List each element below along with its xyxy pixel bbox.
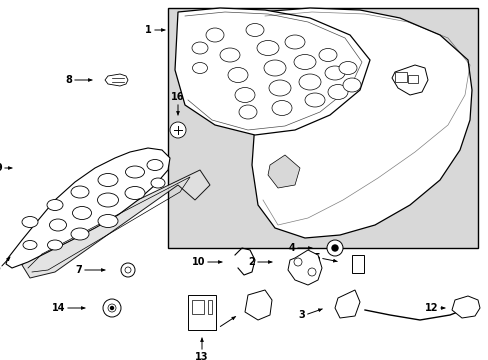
Ellipse shape bbox=[305, 93, 325, 107]
Polygon shape bbox=[251, 8, 471, 238]
Circle shape bbox=[121, 263, 135, 277]
Ellipse shape bbox=[271, 100, 291, 116]
Text: 9: 9 bbox=[0, 163, 2, 173]
Bar bbox=[187, 295, 216, 330]
Ellipse shape bbox=[264, 60, 285, 76]
Ellipse shape bbox=[239, 105, 257, 119]
Polygon shape bbox=[175, 8, 369, 135]
Polygon shape bbox=[105, 74, 128, 86]
Text: 11: 11 bbox=[204, 323, 218, 333]
Ellipse shape bbox=[97, 193, 118, 207]
Text: 13: 13 bbox=[195, 352, 208, 360]
Ellipse shape bbox=[257, 40, 279, 55]
Circle shape bbox=[110, 306, 113, 310]
Ellipse shape bbox=[125, 166, 144, 178]
Polygon shape bbox=[451, 296, 479, 318]
Ellipse shape bbox=[98, 174, 118, 186]
Ellipse shape bbox=[23, 240, 37, 249]
Ellipse shape bbox=[151, 178, 164, 188]
Text: 2: 2 bbox=[248, 257, 254, 267]
Ellipse shape bbox=[227, 68, 247, 82]
Bar bbox=[394, 72, 406, 82]
Ellipse shape bbox=[285, 35, 305, 49]
Text: 4: 4 bbox=[287, 243, 294, 253]
Ellipse shape bbox=[49, 219, 66, 231]
Polygon shape bbox=[6, 148, 170, 268]
Text: 15: 15 bbox=[354, 75, 367, 85]
Ellipse shape bbox=[192, 42, 207, 54]
Ellipse shape bbox=[47, 199, 63, 211]
Polygon shape bbox=[391, 65, 427, 95]
Circle shape bbox=[307, 268, 315, 276]
Circle shape bbox=[293, 258, 302, 266]
Text: 3: 3 bbox=[298, 310, 305, 320]
Text: 7: 7 bbox=[75, 265, 82, 275]
Ellipse shape bbox=[220, 48, 240, 62]
Bar bbox=[168, 8, 477, 248]
Text: 10: 10 bbox=[191, 257, 204, 267]
Polygon shape bbox=[267, 155, 299, 188]
Circle shape bbox=[331, 245, 337, 251]
Text: 12: 12 bbox=[424, 303, 437, 313]
Bar bbox=[192, 300, 203, 314]
Ellipse shape bbox=[47, 240, 62, 250]
Ellipse shape bbox=[293, 54, 315, 69]
Bar bbox=[207, 300, 212, 314]
Ellipse shape bbox=[71, 186, 89, 198]
Ellipse shape bbox=[318, 49, 336, 62]
Polygon shape bbox=[244, 290, 271, 320]
Text: 1: 1 bbox=[145, 25, 152, 35]
Polygon shape bbox=[287, 250, 321, 285]
Ellipse shape bbox=[325, 66, 345, 80]
Text: 14: 14 bbox=[51, 303, 65, 313]
Ellipse shape bbox=[342, 78, 360, 92]
Circle shape bbox=[170, 122, 185, 138]
Bar bbox=[351, 255, 363, 273]
Text: 8: 8 bbox=[65, 75, 72, 85]
Circle shape bbox=[108, 304, 116, 312]
Polygon shape bbox=[334, 290, 359, 318]
Bar bbox=[407, 75, 417, 83]
Text: 5: 5 bbox=[313, 253, 319, 263]
Ellipse shape bbox=[22, 216, 38, 228]
Ellipse shape bbox=[298, 74, 320, 90]
Ellipse shape bbox=[147, 159, 163, 171]
Ellipse shape bbox=[192, 63, 207, 73]
Circle shape bbox=[326, 240, 342, 256]
Circle shape bbox=[125, 267, 131, 273]
Ellipse shape bbox=[72, 207, 91, 220]
Text: 16: 16 bbox=[171, 92, 184, 102]
Circle shape bbox=[103, 299, 121, 317]
Ellipse shape bbox=[71, 228, 89, 240]
Ellipse shape bbox=[235, 87, 254, 103]
Ellipse shape bbox=[327, 85, 347, 99]
Ellipse shape bbox=[245, 23, 264, 36]
Ellipse shape bbox=[338, 62, 356, 75]
Ellipse shape bbox=[98, 215, 118, 228]
Ellipse shape bbox=[205, 28, 224, 42]
Polygon shape bbox=[22, 170, 209, 278]
Ellipse shape bbox=[268, 80, 290, 96]
Ellipse shape bbox=[125, 186, 145, 199]
